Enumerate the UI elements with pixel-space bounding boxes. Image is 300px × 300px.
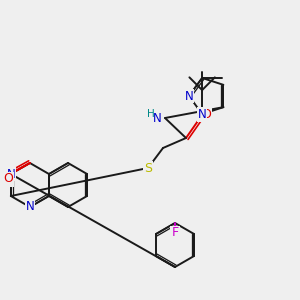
Text: O: O [201,107,211,121]
Text: N: N [198,108,206,121]
Text: F: F [171,226,178,239]
Text: H: H [147,109,155,119]
Text: N: N [184,89,194,103]
Text: O: O [3,172,13,185]
Text: N: N [7,167,15,181]
Text: S: S [144,161,152,175]
Text: N: N [153,112,161,124]
Text: N: N [26,200,34,214]
